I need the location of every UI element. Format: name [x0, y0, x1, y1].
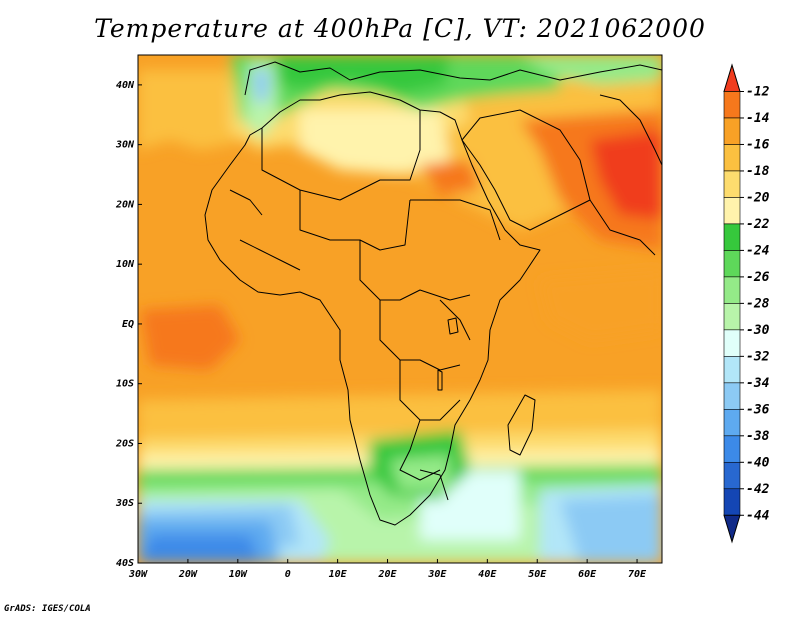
- colorbar-box: [723, 91, 741, 119]
- map-title: Temperature at 400hPa [C], VT: 202106200…: [94, 14, 706, 43]
- temperature-field: [138, 55, 662, 563]
- colorbar-label: -32: [746, 349, 770, 364]
- colorbar-arrow-bottom: [723, 514, 741, 544]
- colorbar-label: -30: [746, 323, 770, 338]
- lat-tick-label: 30N: [115, 140, 135, 151]
- colorbar-label: -14: [746, 111, 770, 126]
- colorbar-box: [723, 250, 741, 278]
- colorbar-box: [723, 144, 741, 172]
- colorbar-box: [723, 197, 741, 225]
- colorbar-arrow-top: [723, 63, 741, 92]
- colorbar-label: -34: [746, 376, 770, 391]
- lat-tick-label: 40S: [116, 558, 134, 569]
- colorbar-label: -28: [746, 296, 770, 311]
- lon-tick-label: 30E: [427, 569, 447, 580]
- colorbar-label: -36: [746, 402, 770, 417]
- colorbar-box: [723, 356, 741, 384]
- colorbar-box: [723, 435, 741, 463]
- lon-tick-label: 60E: [578, 569, 597, 580]
- colorbar-box: [723, 382, 741, 410]
- colorbar-label: -26: [746, 270, 770, 285]
- colorbar-label: -12: [746, 84, 770, 99]
- colorbar-label: -42: [746, 482, 770, 497]
- lon-tick-label: 10E: [329, 569, 348, 580]
- colorbar-label: -22: [746, 217, 770, 232]
- colorbar-label: -16: [746, 137, 770, 152]
- colorbar-label: -24: [746, 243, 770, 258]
- lon-tick-label: 70E: [628, 569, 647, 580]
- colorbar-label: -40: [746, 455, 770, 470]
- lon-tick-label: 40E: [478, 569, 497, 580]
- colorbar-box: [723, 409, 741, 437]
- axis-ticks: 30W 20W 10W 0 10E 20E 30E 40E 50E 60E 70E 40N 30N 20N…: [115, 80, 647, 580]
- lat-tick-label: EQ: [122, 319, 134, 330]
- lat-tick-label: 10S: [116, 379, 134, 390]
- lat-tick-label: 40N: [116, 80, 135, 91]
- lon-tick-label: 20W: [178, 569, 198, 580]
- colorbar-box: [723, 329, 741, 357]
- coastlines: [204, 61, 662, 526]
- lon-tick-label: 0: [285, 569, 291, 580]
- lon-tick-label: 20E: [377, 569, 397, 580]
- lon-tick-label: 30W: [128, 569, 148, 580]
- colorbar-label: -44: [746, 508, 770, 523]
- lon-tick-label: 10W: [229, 569, 248, 580]
- colorbar-label: -20: [746, 190, 770, 205]
- lon-tick-label: 50E: [528, 569, 547, 580]
- colorbar-box: [723, 117, 741, 145]
- colorbar-box: [723, 223, 741, 251]
- colorbar-box: [723, 170, 741, 198]
- lat-tick-label: 10N: [116, 259, 135, 270]
- colorbar-box: [723, 488, 741, 516]
- lat-tick-label: 20N: [115, 199, 135, 210]
- colorbar: -12 -14 -16 -18 -20 -22 -24 -26 -28 -30 -32 -34 -36 -…: [723, 63, 770, 544]
- plot-frame: [137, 54, 663, 564]
- colorbar-label: -18: [746, 164, 770, 179]
- lat-tick-label: 30S: [115, 498, 134, 509]
- colorbar-label: -38: [746, 429, 770, 444]
- colorbar-box: [723, 461, 741, 490]
- colorbar-box: [723, 276, 741, 304]
- colorbar-box: [723, 303, 741, 331]
- lat-tick-label: 20S: [115, 438, 134, 449]
- credit-label: GrADS: IGES/COLA: [4, 604, 91, 614]
